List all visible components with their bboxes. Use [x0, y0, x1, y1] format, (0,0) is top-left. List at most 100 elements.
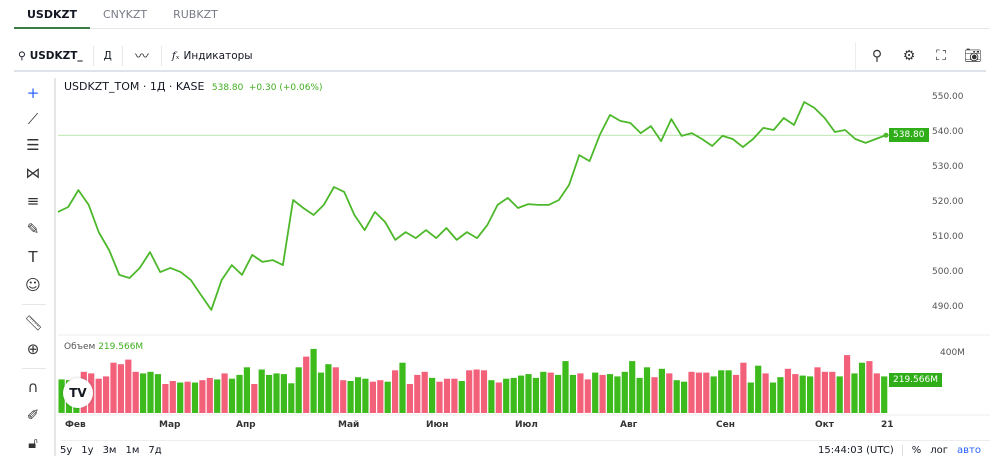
percent-toggle[interactable]: % [911, 445, 922, 456]
volume-bar [95, 378, 102, 413]
auto-toggle[interactable]: авто [957, 445, 981, 456]
volume-bar [228, 378, 236, 413]
volume-bar [614, 376, 621, 413]
volume-bar [829, 371, 836, 413]
gear-icon[interactable]: ⚙ [902, 48, 916, 64]
lock-drawing-icon[interactable]: ✐ [26, 406, 40, 424]
volume-bar [562, 361, 569, 413]
tab-rubkzt[interactable]: RUBKZT [173, 8, 218, 21]
volume-bar [184, 381, 191, 413]
magnet-icon[interactable]: ∩ [27, 378, 39, 396]
legend-price: 538.80 [211, 83, 244, 93]
camera-icon[interactable]: 📷︎ [964, 48, 982, 64]
interval-button[interactable]: Д [94, 46, 123, 66]
volume-bar [836, 376, 843, 413]
volume-bar [792, 374, 799, 413]
volume-bar [325, 364, 332, 413]
zoom-in-icon[interactable]: ⊕ [26, 340, 40, 358]
volume-bar [821, 371, 828, 413]
price-line [57, 101, 887, 311]
volume-bar [369, 381, 376, 413]
volume-bar [510, 377, 517, 413]
text-icon[interactable]: T [28, 248, 38, 266]
volume-bar [866, 361, 873, 413]
fib-icon[interactable]: ≡ [26, 192, 40, 210]
volume-bar [429, 377, 436, 413]
volume-bar [777, 377, 784, 413]
volume-bar [718, 370, 725, 413]
range-3m[interactable]: 3м [102, 445, 117, 456]
chart-type-button[interactable]: 〰 [123, 46, 162, 66]
legend-change: +0.30 (+0.06%) [248, 83, 323, 93]
lock-icon[interactable]: 🔓︎ [28, 434, 38, 452]
volume-bar [280, 374, 287, 413]
y-tick-label: 510.00 [932, 232, 964, 242]
volume-bar [525, 374, 532, 413]
volume-bar [332, 367, 339, 414]
volume-bar [814, 367, 821, 414]
volume-bar [421, 371, 428, 413]
range-1y[interactable]: 1y [81, 445, 94, 456]
crosshair-icon[interactable]: + [26, 84, 40, 102]
symbol-search-button[interactable]: ⚲ USDKZT_ [14, 46, 94, 66]
indicators-button[interactable]: fₓ Индикаторы [162, 46, 263, 66]
x-tick-label: Июн [426, 420, 449, 430]
trend-line-icon[interactable]: ⟋ [27, 110, 39, 128]
range-1m[interactable]: 1м [125, 445, 140, 456]
volume-bar [592, 372, 599, 413]
x-tick-label: Июл [515, 420, 538, 430]
x-tick-label: Окт [815, 420, 835, 430]
clock[interactable]: 15:44:03 (UTC) [818, 445, 903, 456]
volume-bar [873, 373, 880, 413]
range-7d[interactable]: 7д [148, 445, 162, 456]
chart-toolbar: ⚲ USDKZT_ Д 〰 fₓ Индикаторы ⚲ ⚙ ⛶ 📷︎ [14, 42, 986, 72]
search-icon: ⚲ [18, 50, 26, 62]
volume-bar [103, 376, 110, 413]
volume-bar [110, 362, 117, 413]
volume-bar [303, 356, 310, 413]
x-tick-label: Сен [716, 420, 735, 430]
y-tick-label: 500.00 [932, 267, 964, 277]
volume-bar [621, 371, 628, 413]
volume-bar [547, 372, 554, 413]
volume-bar [377, 380, 384, 413]
tradingview-logo[interactable]: TV [63, 378, 93, 408]
log-toggle[interactable]: лог [930, 445, 949, 456]
chart-legend: USDKZT_TOM · 1Д · KASE 538.80 +0.30 (+0.… [64, 80, 323, 93]
volume-bar [154, 374, 161, 413]
volume-bar [577, 373, 584, 413]
brush-icon[interactable]: ✎ [26, 220, 40, 238]
volume-axis-label: 400M [940, 348, 965, 358]
volume-bar [317, 372, 325, 413]
alert-icon[interactable]: ⚲ [871, 48, 883, 64]
y-tick-label: 540.00 [932, 127, 964, 137]
volume-bar [858, 362, 866, 413]
pattern-icon[interactable]: ⋈ [25, 164, 41, 182]
volume-bar [569, 374, 576, 413]
tab-cnykzt[interactable]: CNYKZT [103, 8, 148, 21]
emoji-icon[interactable]: ☺ [25, 276, 41, 294]
volume-bar [606, 374, 614, 413]
range-5y[interactable]: 5y [60, 445, 73, 456]
fullscreen-icon[interactable]: ⛶ [936, 48, 946, 64]
symbol-tabs: USDKZT CNYKZT RUBKZT [14, 0, 990, 29]
volume-bar [117, 364, 124, 413]
volume-bar [466, 370, 473, 413]
volume-bar [658, 368, 665, 413]
volume-legend: Объем 219.566M [64, 342, 143, 352]
volume-bar [599, 374, 606, 413]
volume-bar [347, 381, 354, 413]
indicators-label: Индикаторы [183, 50, 253, 62]
volume-bar [392, 370, 399, 413]
ruler-icon[interactable]: 📏︎ [24, 314, 44, 332]
tab-usdkzt[interactable]: USDKZT [14, 0, 90, 29]
volume-bar [540, 371, 547, 413]
horizontal-lines-icon[interactable]: ☰ [26, 136, 40, 154]
x-tick-label: Май [338, 420, 359, 430]
volume-bar [532, 377, 539, 413]
volume-bar [784, 368, 791, 413]
volume-bar [273, 373, 280, 413]
volume-bar [221, 373, 228, 413]
volume-bar [436, 381, 443, 413]
